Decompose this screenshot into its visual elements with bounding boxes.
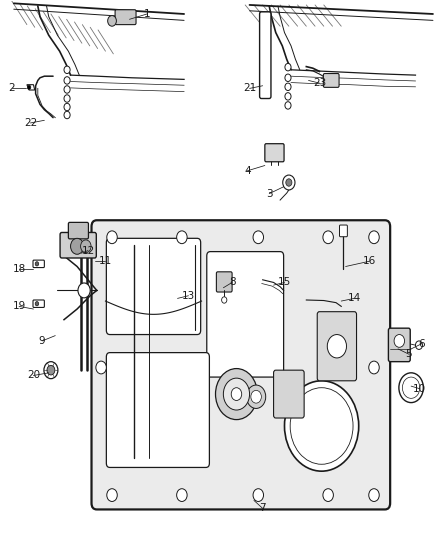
Text: 11: 11 bbox=[99, 256, 112, 266]
Circle shape bbox=[286, 179, 292, 186]
FancyBboxPatch shape bbox=[207, 252, 284, 377]
Circle shape bbox=[44, 362, 58, 378]
FancyBboxPatch shape bbox=[106, 353, 209, 467]
Circle shape bbox=[394, 335, 405, 348]
Text: 12: 12 bbox=[81, 246, 95, 255]
Circle shape bbox=[327, 335, 346, 358]
Circle shape bbox=[323, 231, 333, 244]
Circle shape bbox=[222, 297, 227, 303]
Text: 5: 5 bbox=[406, 349, 412, 359]
FancyBboxPatch shape bbox=[33, 260, 44, 268]
Text: 3: 3 bbox=[266, 189, 272, 199]
Text: 8: 8 bbox=[229, 278, 235, 287]
Text: 9: 9 bbox=[39, 336, 46, 346]
FancyBboxPatch shape bbox=[216, 272, 232, 292]
Circle shape bbox=[64, 86, 70, 93]
Text: 6: 6 bbox=[419, 338, 425, 349]
Text: 19: 19 bbox=[12, 301, 26, 311]
FancyBboxPatch shape bbox=[265, 144, 284, 162]
Circle shape bbox=[285, 102, 291, 109]
FancyBboxPatch shape bbox=[106, 238, 201, 335]
Circle shape bbox=[285, 381, 359, 471]
Circle shape bbox=[64, 111, 70, 119]
Text: 1: 1 bbox=[144, 9, 150, 19]
Circle shape bbox=[285, 74, 291, 82]
Circle shape bbox=[64, 95, 70, 102]
Circle shape bbox=[107, 231, 117, 244]
Circle shape bbox=[283, 175, 295, 190]
Circle shape bbox=[416, 341, 423, 350]
Circle shape bbox=[96, 361, 106, 374]
Circle shape bbox=[78, 283, 90, 298]
Circle shape bbox=[285, 83, 291, 91]
Circle shape bbox=[369, 231, 379, 244]
Text: 7: 7 bbox=[259, 503, 266, 513]
Circle shape bbox=[285, 63, 291, 71]
Circle shape bbox=[64, 66, 70, 74]
Circle shape bbox=[81, 240, 91, 253]
Text: 22: 22 bbox=[24, 118, 37, 128]
Circle shape bbox=[403, 377, 420, 398]
Circle shape bbox=[177, 231, 187, 244]
Circle shape bbox=[253, 489, 264, 502]
FancyBboxPatch shape bbox=[339, 225, 347, 237]
Circle shape bbox=[253, 231, 264, 244]
Text: 20: 20 bbox=[27, 370, 40, 381]
FancyBboxPatch shape bbox=[68, 222, 88, 239]
Text: 10: 10 bbox=[413, 384, 427, 394]
Circle shape bbox=[223, 378, 250, 410]
Circle shape bbox=[177, 489, 187, 502]
Circle shape bbox=[231, 387, 242, 400]
FancyBboxPatch shape bbox=[323, 74, 339, 87]
Circle shape bbox=[247, 385, 266, 408]
Circle shape bbox=[35, 302, 39, 306]
FancyBboxPatch shape bbox=[274, 370, 304, 418]
Circle shape bbox=[251, 390, 261, 403]
Text: 16: 16 bbox=[363, 256, 376, 266]
Text: 4: 4 bbox=[244, 166, 251, 176]
FancyBboxPatch shape bbox=[317, 312, 357, 381]
Text: 2: 2 bbox=[8, 83, 15, 93]
Circle shape bbox=[64, 103, 70, 111]
FancyBboxPatch shape bbox=[260, 12, 271, 99]
FancyBboxPatch shape bbox=[33, 300, 44, 308]
Circle shape bbox=[399, 373, 424, 402]
Circle shape bbox=[107, 489, 117, 502]
Text: 18: 18 bbox=[12, 264, 26, 274]
FancyBboxPatch shape bbox=[60, 232, 96, 258]
Circle shape bbox=[47, 366, 55, 375]
Circle shape bbox=[290, 387, 353, 464]
Circle shape bbox=[369, 361, 379, 374]
Circle shape bbox=[108, 15, 117, 26]
Polygon shape bbox=[27, 85, 35, 90]
Circle shape bbox=[27, 85, 31, 90]
Text: 15: 15 bbox=[278, 278, 291, 287]
Text: 21: 21 bbox=[243, 83, 256, 93]
Text: 14: 14 bbox=[348, 293, 361, 303]
FancyBboxPatch shape bbox=[92, 220, 390, 510]
Circle shape bbox=[71, 238, 84, 254]
Circle shape bbox=[215, 368, 258, 419]
Circle shape bbox=[64, 77, 70, 84]
Circle shape bbox=[323, 489, 333, 502]
FancyBboxPatch shape bbox=[389, 328, 410, 362]
Text: 13: 13 bbox=[182, 290, 195, 301]
FancyBboxPatch shape bbox=[115, 10, 136, 25]
Circle shape bbox=[35, 262, 39, 266]
Circle shape bbox=[285, 93, 291, 100]
Text: 23: 23 bbox=[313, 78, 326, 88]
Circle shape bbox=[369, 489, 379, 502]
